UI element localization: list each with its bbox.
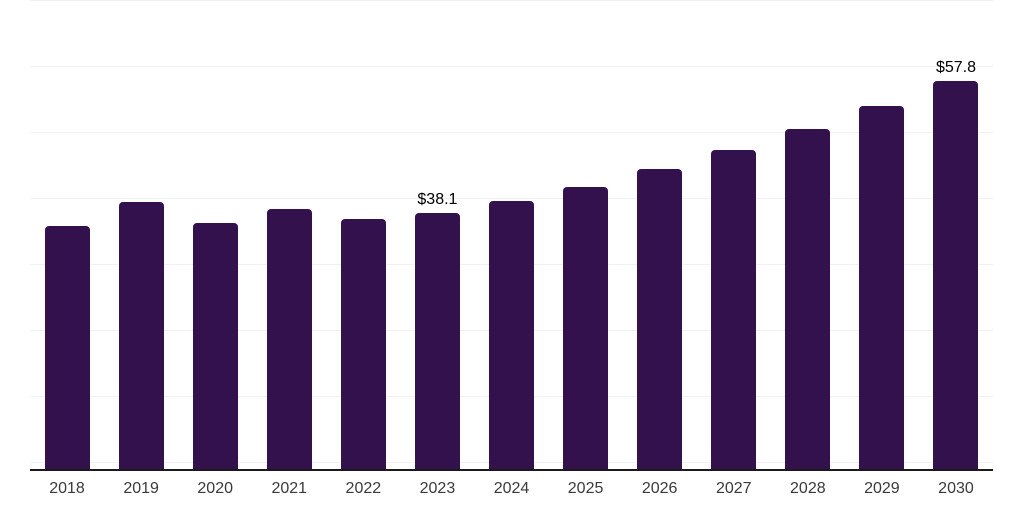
x-tick-label-2027: 2027 (715, 480, 752, 497)
bar-column-2030: $57.8 (919, 0, 993, 469)
bars-container: $38.1 $57.8 (30, 0, 993, 469)
bar-2026[interactable] (637, 169, 683, 469)
bar-column-2023: $38.1 (400, 0, 474, 469)
bar-column-2028 (771, 0, 845, 469)
bar-column-2022 (326, 0, 400, 469)
x-tick-label-2022: 2022 (345, 480, 382, 497)
bar-column-2021 (252, 0, 326, 469)
x-tick-label-2028: 2028 (790, 480, 826, 497)
bar-2024[interactable] (489, 201, 534, 469)
bar-column-2018 (30, 0, 104, 469)
bar-2030[interactable] (933, 81, 979, 469)
bar-2025[interactable] (563, 187, 609, 469)
bar-column-2026 (623, 0, 697, 469)
x-tick-label-2025: 2025 (567, 480, 604, 497)
bar-2027[interactable] (711, 150, 757, 469)
bar-2020[interactable] (192, 223, 238, 469)
x-tick-label-2023: 2023 (419, 480, 456, 497)
bar-2023[interactable] (414, 213, 460, 469)
bar-column-2019 (104, 0, 178, 469)
bar-value-label-2030: $57.8 (935, 59, 976, 76)
bar-2028[interactable] (785, 129, 831, 469)
bar-2019[interactable] (118, 202, 164, 469)
x-tick-label-2030: 2030 (938, 480, 974, 497)
bar-column-2027 (697, 0, 771, 469)
bar-column-2025 (549, 0, 623, 469)
x-tick-label-2026: 2026 (641, 480, 678, 497)
bar-column-2029 (845, 0, 919, 469)
bar-2029[interactable] (859, 106, 905, 469)
x-tick-label-2018: 2018 (49, 480, 85, 497)
bar-2018[interactable] (44, 226, 90, 469)
bar-2022[interactable] (340, 219, 386, 469)
bar-column-2020 (178, 0, 252, 469)
x-tick-label-2024: 2024 (493, 480, 530, 497)
bar-column-2024 (474, 0, 548, 469)
plot-area: $38.1 $57.8 (30, 0, 993, 471)
bar-value-label-2023: $38.1 (417, 191, 458, 208)
bar-2021[interactable] (266, 209, 312, 469)
x-axis-labels: 2018 2019 2020 2021 2022 2023 2024 2025 2026 2027… (30, 479, 993, 499)
x-tick-label-2029: 2029 (864, 480, 900, 497)
x-tick-label-2021: 2021 (271, 480, 308, 497)
x-tick-label-2019: 2019 (123, 480, 159, 497)
x-tick-label-2020: 2020 (197, 480, 233, 497)
